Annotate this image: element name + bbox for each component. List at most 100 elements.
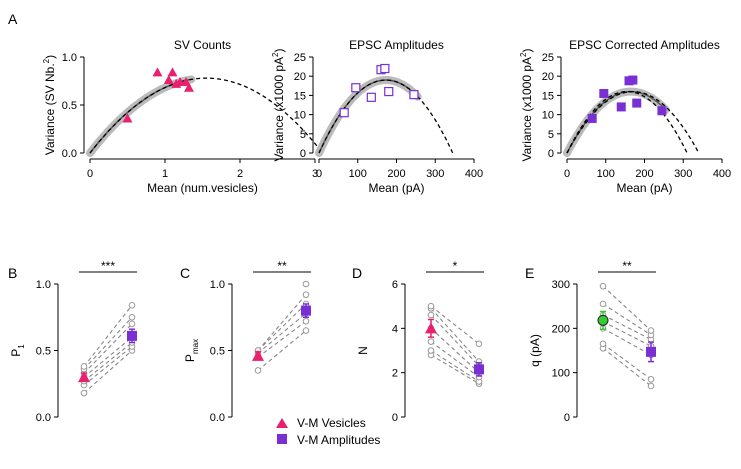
fit-curve-dashed bbox=[566, 90, 688, 154]
x-axis-label: Mean (pA) bbox=[616, 181, 672, 195]
individual-point-left bbox=[80, 363, 88, 370]
y-tick-label: 0.5 bbox=[62, 100, 77, 112]
data-point bbox=[163, 75, 174, 85]
paired-line bbox=[430, 308, 480, 362]
y-axis-label: Variance (SV Nb.2) bbox=[42, 55, 57, 155]
significance-label: *** bbox=[101, 259, 115, 273]
x-axis-label: Mean (num.vesicles) bbox=[147, 181, 258, 195]
individual-point-right bbox=[302, 317, 310, 325]
paired-line bbox=[430, 350, 480, 382]
y-axis-label: N bbox=[356, 346, 370, 355]
y-axis-label: Variance (x1000 pA2) bbox=[519, 49, 534, 162]
y-tick-label: 10 bbox=[294, 110, 306, 122]
paired-line bbox=[83, 304, 133, 367]
individual-point-right bbox=[647, 327, 655, 334]
legend-amplitudes-marker bbox=[277, 434, 287, 444]
paired-line bbox=[430, 341, 480, 378]
panel-label-c: C bbox=[180, 265, 190, 281]
data-point bbox=[632, 98, 642, 108]
y-tick-label: 20 bbox=[294, 71, 306, 83]
paired-line bbox=[83, 323, 133, 374]
y-axis-label-main: q (pA) bbox=[528, 334, 542, 367]
y-axis-label: P1 bbox=[9, 344, 26, 357]
paired-line bbox=[83, 336, 133, 378]
paired-line bbox=[602, 321, 652, 347]
legend: V-M Vesicles V-M Amplitudes bbox=[276, 416, 380, 447]
individual-point-right bbox=[647, 382, 655, 390]
legend-vesicles-label: V-M Vesicles bbox=[297, 416, 366, 430]
fit-curve-dashed bbox=[89, 77, 324, 154]
x-tick-label: 0 bbox=[564, 168, 570, 180]
data-point bbox=[122, 113, 133, 123]
paired-line bbox=[257, 320, 307, 358]
x-tick-label: 100 bbox=[349, 168, 367, 180]
chart-a3: EPSC Corrected Amplitudes 0 5 10 15 20 25 0 100 2… bbox=[519, 38, 731, 195]
data-point bbox=[409, 90, 419, 100]
y-tick-label: 1.0 bbox=[210, 279, 225, 291]
x-axis-label: Mean (pA) bbox=[368, 181, 424, 195]
y-tick-label: 0.5 bbox=[36, 346, 51, 358]
chart-title: EPSC Amplitudes bbox=[349, 38, 444, 52]
data-point bbox=[384, 86, 394, 97]
paired-line bbox=[257, 312, 307, 354]
x-tick-label: 200 bbox=[387, 168, 405, 180]
data-point bbox=[351, 83, 361, 93]
legend-vesicles-marker bbox=[276, 418, 288, 428]
y-tick-label: 0 bbox=[564, 412, 570, 424]
mean-marker-left bbox=[425, 322, 437, 334]
y-axis-label-main: P bbox=[183, 354, 197, 362]
y-axis-label-sup: 2 bbox=[42, 58, 51, 63]
mean-marker-left bbox=[252, 349, 264, 361]
significance-label: * bbox=[453, 259, 458, 273]
chart-paired-3: 0 2 4 6 N * bbox=[356, 259, 484, 424]
mean-marker-left bbox=[597, 314, 609, 326]
paired-line bbox=[83, 316, 133, 370]
data-point bbox=[167, 67, 178, 77]
y-tick-label: 0 bbox=[548, 148, 554, 160]
panel-label-d: D bbox=[352, 265, 362, 281]
individual-point-right bbox=[302, 291, 310, 298]
paired-line bbox=[602, 347, 652, 387]
fit-confidence-band bbox=[315, 75, 422, 157]
data-point bbox=[628, 75, 638, 85]
x-tick-label: 100 bbox=[597, 168, 615, 180]
mean-marker-right bbox=[646, 346, 656, 357]
chart-a2: EPSC Amplitudes 0 5 10 15 20 25 0 100 200 300 400 Me… bbox=[271, 38, 483, 195]
x-tick-label: 2 bbox=[237, 168, 243, 180]
x-tick-label: 200 bbox=[635, 168, 653, 180]
x-tick-label: 0 bbox=[316, 168, 322, 180]
chart-a1: SV Counts 0.0 0.5 1.0 0 1 2 3 Mean (num.vesicles… bbox=[42, 38, 324, 195]
individual-point-right bbox=[128, 301, 136, 309]
y-axis-label-sub: 1 bbox=[17, 344, 26, 349]
panel-label-b: B bbox=[8, 265, 17, 281]
data-point bbox=[366, 92, 376, 102]
y-tick-label: 0 bbox=[300, 148, 306, 160]
significance-label: ** bbox=[277, 259, 287, 273]
y-axis-label-main: Variance (x1000 pA bbox=[520, 57, 534, 162]
data-point bbox=[152, 67, 163, 77]
fit-curve-solid bbox=[318, 79, 419, 154]
paired-line bbox=[83, 346, 133, 386]
y-tick-label: 1.0 bbox=[62, 52, 77, 64]
y-tick-label: 10 bbox=[542, 110, 554, 122]
y-tick-label: 300 bbox=[552, 279, 570, 291]
y-tick-label: 0.0 bbox=[36, 412, 51, 424]
data-point bbox=[587, 113, 597, 123]
y-axis-label-sub: max bbox=[191, 339, 200, 354]
y-tick-label: 200 bbox=[552, 323, 570, 335]
paired-line bbox=[257, 330, 307, 371]
mean-marker-right bbox=[301, 305, 311, 316]
y-axis-label-main: Variance (x1000 pA bbox=[272, 57, 286, 162]
data-point bbox=[616, 102, 626, 112]
y-tick-label: 100 bbox=[552, 368, 570, 380]
paired-line bbox=[83, 350, 133, 394]
y-tick-label: 6 bbox=[392, 279, 398, 291]
x-tick-label: 300 bbox=[426, 168, 444, 180]
y-tick-label: 2 bbox=[392, 368, 398, 380]
y-axis-label-end: ) bbox=[43, 55, 57, 59]
mean-marker-right bbox=[127, 330, 137, 341]
paired-line bbox=[602, 343, 652, 380]
fit-curve-dashed bbox=[566, 90, 700, 154]
individual-point-right bbox=[128, 320, 136, 328]
